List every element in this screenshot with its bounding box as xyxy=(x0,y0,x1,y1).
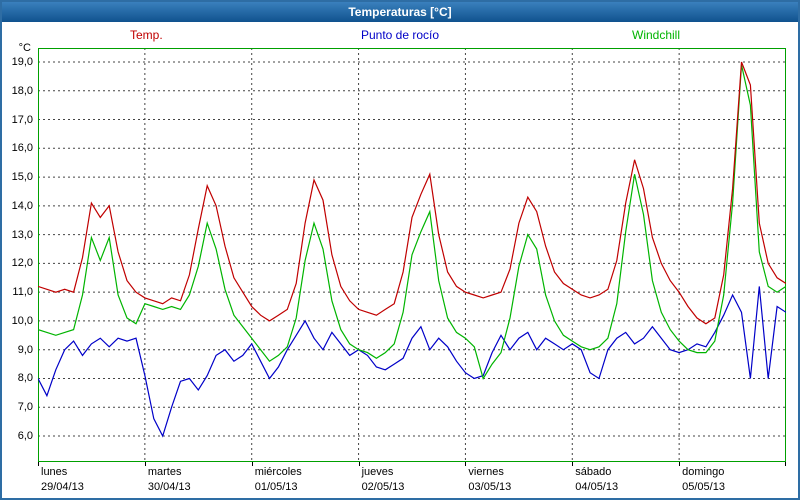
y-axis-labels: °C 19,0 18,0 17,0 16,0 15,0 14,0 13,0 12,0 11,0 1… xyxy=(2,42,35,462)
x-axis-labels: lunes 29/04/13 martes 30/04/13 miércoles 01/0… xyxy=(38,462,786,498)
x-tick-mark xyxy=(572,462,574,466)
x-tick-mark xyxy=(144,462,146,466)
x-day-name: domingo xyxy=(682,466,725,478)
x-tick-mark xyxy=(38,462,39,466)
x-day-name: jueves xyxy=(361,466,394,478)
plot-area xyxy=(38,48,786,462)
series-line-0 xyxy=(38,61,786,325)
x-day-date: 02/05/13 xyxy=(361,481,405,493)
x-day-name: martes xyxy=(147,466,182,478)
y-tick-label: 7,0 xyxy=(17,401,33,414)
x-day-date: 30/04/13 xyxy=(147,481,191,493)
x-tick-mark xyxy=(465,462,467,466)
y-tick-label: 13,0 xyxy=(11,228,33,241)
x-day-name: miércoles xyxy=(254,466,302,478)
chart-canvas xyxy=(38,48,786,462)
x-day-date: 05/05/13 xyxy=(682,481,725,493)
y-tick-label: 16,0 xyxy=(11,142,33,155)
x-day-date: 04/05/13 xyxy=(575,481,619,493)
plot-border xyxy=(38,48,786,462)
y-tick-label: 9,0 xyxy=(17,343,33,356)
y-tick-label: 10,0 xyxy=(11,314,33,327)
chart-legend: Temp. Punto de rocío Windchill xyxy=(2,22,798,48)
y-tick-label: 14,0 xyxy=(11,199,33,212)
y-axis-unit-label: °C xyxy=(18,42,31,54)
y-tick-label: 8,0 xyxy=(17,372,33,385)
window-title: Temperaturas [°C] xyxy=(348,5,452,19)
x-day-date: 03/05/13 xyxy=(468,481,512,493)
series-line-2 xyxy=(38,64,786,380)
y-tick-label: 12,0 xyxy=(11,257,33,270)
x-tick-mark xyxy=(358,462,360,466)
y-tick-label: 18,0 xyxy=(11,84,33,97)
series-line-1 xyxy=(38,286,786,438)
legend-temp: Temp. xyxy=(130,28,163,42)
y-tick-label: 15,0 xyxy=(11,171,33,184)
x-day-name: sábado xyxy=(575,466,612,478)
x-tick-mark xyxy=(251,462,253,466)
y-tick-label: 6,0 xyxy=(17,430,33,442)
legend-dew-point: Punto de rocío xyxy=(360,28,440,42)
y-tick-label: 17,0 xyxy=(11,113,33,126)
x-day-date: 29/04/13 xyxy=(41,481,84,493)
legend-windchill: Windchill xyxy=(632,28,681,42)
x-day-date: 01/05/13 xyxy=(254,481,298,493)
window-titlebar: Temperaturas [°C] xyxy=(2,2,798,22)
x-day-name: lunes xyxy=(41,466,68,478)
x-tick-mark xyxy=(679,462,681,466)
x-tick-mark xyxy=(785,462,786,466)
x-day-name: viernes xyxy=(468,466,504,478)
y-tick-label: 19,0 xyxy=(11,56,33,68)
y-tick-label: 11,0 xyxy=(12,286,33,299)
